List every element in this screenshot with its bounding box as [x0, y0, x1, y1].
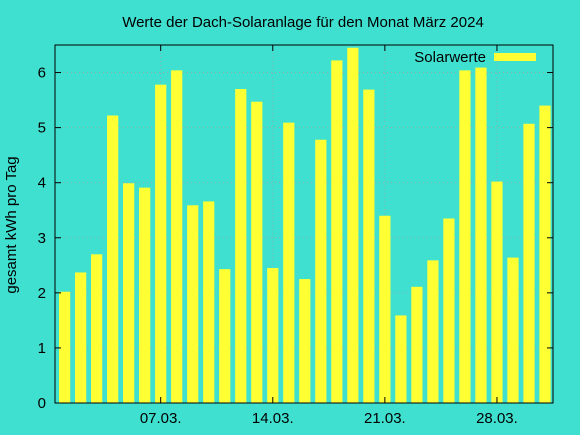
y-tick-label: 1 — [38, 340, 46, 357]
bar-day-29 — [507, 257, 519, 403]
y-axis-ticks: 0 1 2 3 4 5 6 — [38, 65, 553, 412]
bar-day-21 — [379, 215, 391, 403]
bar-day-4 — [107, 115, 119, 403]
bar-day-17 — [315, 139, 327, 404]
bar-day-14 — [267, 268, 279, 403]
bar-day-3 — [91, 254, 103, 403]
bar-day-15 — [283, 122, 295, 404]
y-tick-label: 4 — [38, 175, 46, 192]
bar-day-13 — [251, 101, 263, 403]
bar-day-12 — [235, 89, 247, 404]
x-tick-label: 28.03. — [476, 410, 518, 427]
bar-day-23 — [411, 286, 423, 403]
bar-day-1 — [59, 291, 71, 403]
bar-day-11 — [219, 269, 231, 403]
bar-day-22 — [395, 315, 407, 403]
bar-day-18 — [331, 60, 343, 403]
bar-day-30 — [523, 123, 535, 403]
bar-day-9 — [187, 205, 199, 403]
legend-swatch-solarwerte — [494, 53, 536, 61]
y-tick-label: 3 — [38, 230, 46, 247]
y-tick-label: 5 — [38, 120, 46, 137]
bar-day-20 — [363, 89, 375, 403]
bar-day-7 — [155, 84, 167, 403]
legend-label-solarwerte: Solarwerte — [414, 49, 486, 66]
y-axis-label: gesamt kWh pro Tag — [3, 156, 20, 293]
bar-day-28 — [491, 181, 503, 403]
plot-frame — [54, 44, 554, 404]
bar-day-8 — [171, 70, 183, 403]
chart-title: Werte der Dach-Solaranlage für den Monat… — [122, 14, 484, 31]
bar-day-10 — [203, 201, 215, 403]
y-tick-label: 2 — [38, 285, 46, 302]
bar-day-25 — [443, 218, 455, 403]
bar-day-24 — [427, 260, 439, 403]
bar-day-2 — [75, 272, 87, 403]
bars — [59, 47, 551, 404]
x-axis-ticks: 07.03. 14.03. 21.03. 28.03. — [140, 45, 518, 427]
bar-day-6 — [139, 187, 151, 403]
bar-day-16 — [299, 279, 311, 403]
x-tick-label: 07.03. — [140, 410, 182, 427]
y-tick-label: 0 — [38, 395, 46, 412]
bar-day-19 — [347, 47, 359, 403]
legend: Solarwerte — [414, 49, 536, 66]
x-tick-label: 21.03. — [364, 410, 406, 427]
y-tick-label: 6 — [38, 65, 46, 82]
x-tick-label: 14.03. — [252, 410, 294, 427]
bar-day-27 — [475, 67, 487, 403]
bar-day-31 — [539, 105, 551, 403]
bar-day-26 — [459, 70, 471, 403]
bar-day-5 — [123, 183, 135, 403]
